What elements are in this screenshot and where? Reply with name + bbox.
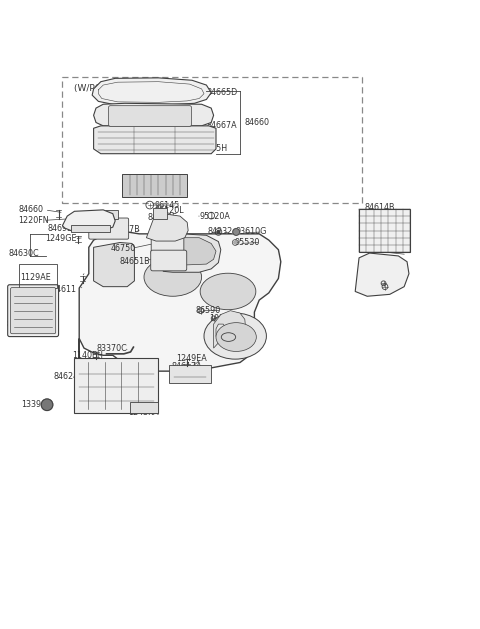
Text: 1249EA: 1249EA <box>177 354 207 363</box>
FancyBboxPatch shape <box>89 218 129 239</box>
Ellipse shape <box>204 313 266 359</box>
Text: 84665D: 84665D <box>206 88 238 97</box>
Text: 1243KA: 1243KA <box>129 408 159 418</box>
Bar <box>62 77 362 203</box>
Text: 83370C: 83370C <box>97 343 128 353</box>
Bar <box>105 210 118 220</box>
Text: 84677B: 84677B <box>109 225 140 233</box>
Text: 84613A: 84613A <box>225 323 255 332</box>
Text: 1220FN: 1220FN <box>18 216 49 225</box>
Text: 96120L: 96120L <box>155 206 184 215</box>
Text: 84611: 84611 <box>52 285 77 294</box>
Polygon shape <box>62 210 115 231</box>
Text: 46750: 46750 <box>110 244 136 253</box>
Circle shape <box>233 228 240 235</box>
Text: 84640E: 84640E <box>148 213 178 222</box>
Text: 84680D: 84680D <box>15 306 47 315</box>
FancyBboxPatch shape <box>11 287 56 334</box>
Polygon shape <box>79 232 281 371</box>
Polygon shape <box>94 103 214 126</box>
Text: 84630C: 84630C <box>9 248 39 257</box>
Text: 84695D: 84695D <box>47 223 78 233</box>
Text: 1018AD: 1018AD <box>209 314 240 323</box>
Polygon shape <box>92 78 211 105</box>
Text: 96145: 96145 <box>155 201 180 209</box>
Text: (W/POP UP-ARM REST): (W/POP UP-ARM REST) <box>74 84 175 93</box>
Text: 84625L: 84625L <box>217 331 247 340</box>
Text: 84617A: 84617A <box>172 362 203 371</box>
Text: 93610G: 93610G <box>235 228 266 237</box>
Bar <box>71 225 110 232</box>
Ellipse shape <box>144 258 202 296</box>
Text: 83485B: 83485B <box>7 320 37 328</box>
Text: 1140EH: 1140EH <box>72 351 103 360</box>
Text: 84667A: 84667A <box>206 121 237 130</box>
Bar <box>19 264 57 288</box>
Text: 84615B: 84615B <box>364 245 395 254</box>
Polygon shape <box>163 234 221 272</box>
Ellipse shape <box>216 323 256 352</box>
Text: 84660: 84660 <box>18 205 43 214</box>
Text: 95120A: 95120A <box>199 211 230 221</box>
Text: 1339CC: 1339CC <box>22 400 53 409</box>
Polygon shape <box>355 253 409 296</box>
Circle shape <box>41 399 53 411</box>
Text: 84685N: 84685N <box>77 214 108 223</box>
Ellipse shape <box>200 273 256 309</box>
Text: 84651B: 84651B <box>119 257 150 266</box>
Circle shape <box>217 230 220 233</box>
Circle shape <box>234 241 237 244</box>
Text: 86590: 86590 <box>196 306 221 315</box>
FancyBboxPatch shape <box>74 358 158 413</box>
Text: 1249GE: 1249GE <box>46 234 77 243</box>
Polygon shape <box>146 214 188 241</box>
FancyBboxPatch shape <box>151 234 184 255</box>
Polygon shape <box>166 238 216 265</box>
Bar <box>130 403 158 413</box>
Text: 84614B: 84614B <box>365 203 396 213</box>
Bar <box>359 209 410 252</box>
Polygon shape <box>214 311 246 348</box>
Polygon shape <box>94 243 134 287</box>
Text: 1249GE: 1249GE <box>364 281 396 289</box>
Text: 84660: 84660 <box>245 118 270 127</box>
FancyBboxPatch shape <box>8 285 59 337</box>
FancyBboxPatch shape <box>169 365 211 382</box>
Text: 1129AE: 1129AE <box>20 272 51 282</box>
Polygon shape <box>94 126 216 153</box>
Text: 86590: 86590 <box>364 272 389 282</box>
FancyBboxPatch shape <box>108 106 192 126</box>
FancyBboxPatch shape <box>151 250 187 271</box>
Bar <box>153 208 167 218</box>
Text: 84232: 84232 <box>208 228 233 237</box>
Text: 95530: 95530 <box>234 238 260 247</box>
Bar <box>122 174 187 197</box>
Text: 84624: 84624 <box>54 372 79 381</box>
Text: 84655H: 84655H <box>197 145 228 153</box>
